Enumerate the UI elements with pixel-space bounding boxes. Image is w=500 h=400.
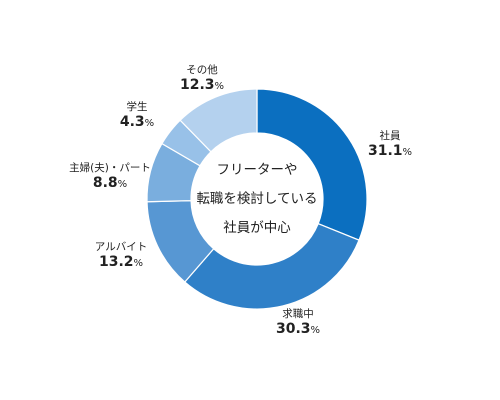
center-text-line-2: 転職を検討している xyxy=(196,191,318,207)
slice-name: アルバイト xyxy=(94,241,148,253)
center-text-line-1: フリーターや xyxy=(216,162,298,178)
slice-value: 13.2% xyxy=(98,254,144,271)
center-text-line-3: 社員が中心 xyxy=(223,220,291,236)
slice-label-shufu-part: 主婦(夫)・パート 8.8% xyxy=(58,162,162,193)
slice-label-kyushoku: 求職中 30.3% xyxy=(268,308,328,339)
slice-name: 学生 xyxy=(126,101,148,113)
slice-value: 30.3% xyxy=(275,321,321,338)
slice-value: 31.1% xyxy=(367,143,413,160)
slice-value: 4.3% xyxy=(119,114,155,131)
slice-name: 主婦(夫)・パート xyxy=(69,162,151,174)
slice-label-shain: 社員 31.1% xyxy=(360,130,420,161)
donut-slice-0 xyxy=(256,88,368,241)
slice-name: 求職中 xyxy=(282,308,314,320)
donut-slice-5 xyxy=(179,88,258,153)
donut-slice-1 xyxy=(183,222,360,310)
slice-label-arubaito: アルバイト 13.2% xyxy=(86,241,156,272)
slice-label-sonota: その他 12.3% xyxy=(172,64,232,95)
slice-label-gakusei: 学生 4.3% xyxy=(112,101,162,132)
slice-name: 社員 xyxy=(379,130,401,142)
slice-value: 8.8% xyxy=(92,175,128,192)
slice-name: その他 xyxy=(186,64,218,76)
slice-value: 12.3% xyxy=(179,77,225,94)
